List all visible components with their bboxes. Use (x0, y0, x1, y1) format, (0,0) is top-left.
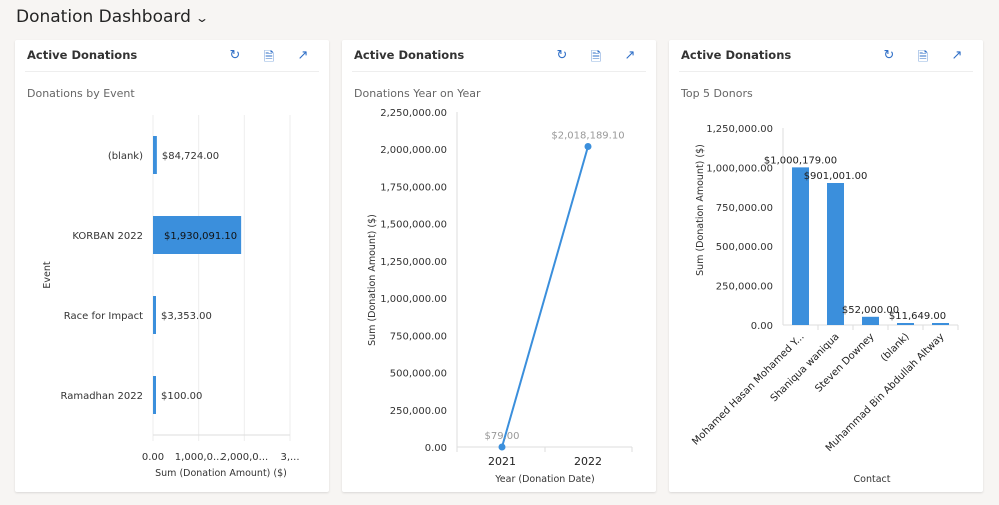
expand-icon[interactable]: ↗ (624, 48, 636, 63)
x-tick-label: Shaniqua waniqua (769, 331, 842, 404)
x-tick-label: (blank) (879, 331, 912, 364)
category-label: Ramadhan 2022 (60, 391, 143, 402)
card-header: Active Donations (681, 48, 792, 62)
x-tick-label: Steven Downey (813, 331, 876, 394)
x-tick-label: 2021 (488, 455, 516, 468)
data-label: $2,018,189.10 (551, 131, 624, 142)
divider (25, 71, 319, 72)
card-year-on-year: Active Donations ↻ 🗎 ↗ Donations Year on Y… (342, 40, 656, 492)
y-tick-label: 1,750,000.00 (380, 182, 447, 193)
bar (153, 216, 242, 254)
category-label: (blank) (108, 151, 143, 162)
x-tick-label: 2,000,0... (220, 452, 268, 463)
category-label: Race for Impact (64, 311, 143, 322)
y-axis-title: Event (42, 261, 53, 288)
export-icon[interactable]: 🗎 (917, 50, 929, 65)
x-tick-label: 1,000,0... (175, 452, 223, 463)
data-label: $901,001.00 (804, 171, 868, 182)
y-tick-label: 1,000,000.00 (380, 294, 447, 305)
x-axis-title: Sum (Donation Amount) ($) (155, 468, 287, 479)
x-tick-label: 2022 (574, 455, 602, 468)
data-label: $3,353.00 (161, 311, 212, 322)
y-tick-label: 1,250,000.00 (706, 124, 773, 135)
y-tick-label: 1,250,000.00 (380, 257, 447, 268)
bar (792, 167, 809, 325)
data-label: $1,930,091.10 (164, 231, 237, 242)
data-label: $79.00 (485, 431, 520, 442)
data-label: $11,649.00 (889, 311, 946, 322)
refresh-icon[interactable]: ↻ (556, 48, 568, 63)
page-title: Donation Dashboard (16, 7, 191, 27)
y-axis-title: Sum (Donation Amount) ($) (695, 144, 706, 276)
expand-icon[interactable]: ↗ (951, 48, 963, 63)
refresh-icon[interactable]: ↻ (229, 48, 241, 63)
chart-title: Donations by Event (27, 87, 135, 100)
data-label: $84,724.00 (162, 151, 219, 162)
y-tick-label: 0.00 (425, 443, 447, 454)
card-top-donors: Active Donations ↻ 🗎 ↗ Top 5 Donors (669, 40, 983, 492)
y-tick-label: 250,000.00 (390, 406, 447, 417)
data-label: $52,000.00 (842, 305, 899, 316)
y-tick-label: 0.00 (751, 321, 773, 332)
export-icon[interactable]: 🗎 (263, 50, 275, 65)
export-icon[interactable]: 🗎 (590, 50, 602, 65)
x-axis-title: Contact (854, 474, 891, 485)
bar (153, 296, 156, 334)
x-tick-label: 0.00 (142, 452, 164, 463)
card-donations-by-event: Active Donations ↻ 🗎 ↗ Donations by Event (15, 40, 329, 492)
data-point (498, 443, 506, 451)
x-axis-title: Year (Donation Date) (494, 474, 594, 485)
chart-title: Donations Year on Year (354, 87, 481, 100)
y-tick-label: 1,000,000.00 (706, 163, 773, 174)
y-tick-label: 750,000.00 (716, 203, 773, 214)
card-header: Active Donations (354, 48, 465, 62)
bar (932, 323, 949, 325)
category-label: KORBAN 2022 (72, 231, 143, 242)
x-tick-label: 3,... (280, 452, 299, 463)
data-label: $1,000,179.00 (764, 155, 837, 166)
y-axis-title: Sum (Donation Amount) ($) (367, 214, 378, 346)
bar (862, 316, 879, 325)
y-tick-label: 2,000,000.00 (380, 145, 447, 156)
data-label: $100.00 (161, 391, 202, 402)
y-tick-label: 750,000.00 (390, 331, 447, 342)
series-line (501, 146, 589, 448)
y-tick-label: 1,500,000.00 (380, 220, 447, 231)
bar (897, 323, 914, 325)
bar (153, 376, 156, 414)
bar (153, 136, 157, 174)
y-tick-label: 250,000.00 (716, 282, 773, 293)
card-header: Active Donations (27, 48, 138, 62)
y-tick-label: 2,250,000.00 (380, 108, 447, 119)
dashboard-title[interactable]: Donation Dashboard ⌄ (16, 7, 209, 27)
y-tick-label: 500,000.00 (716, 242, 773, 253)
divider (679, 71, 973, 72)
chevron-down-icon[interactable]: ⌄ (194, 11, 209, 25)
chart-title: Top 5 Donors (681, 87, 753, 100)
data-point (584, 143, 592, 151)
divider (352, 71, 646, 72)
bar (827, 183, 844, 325)
refresh-icon[interactable]: ↻ (883, 48, 895, 63)
y-tick-label: 500,000.00 (390, 369, 447, 380)
expand-icon[interactable]: ↗ (297, 48, 309, 63)
